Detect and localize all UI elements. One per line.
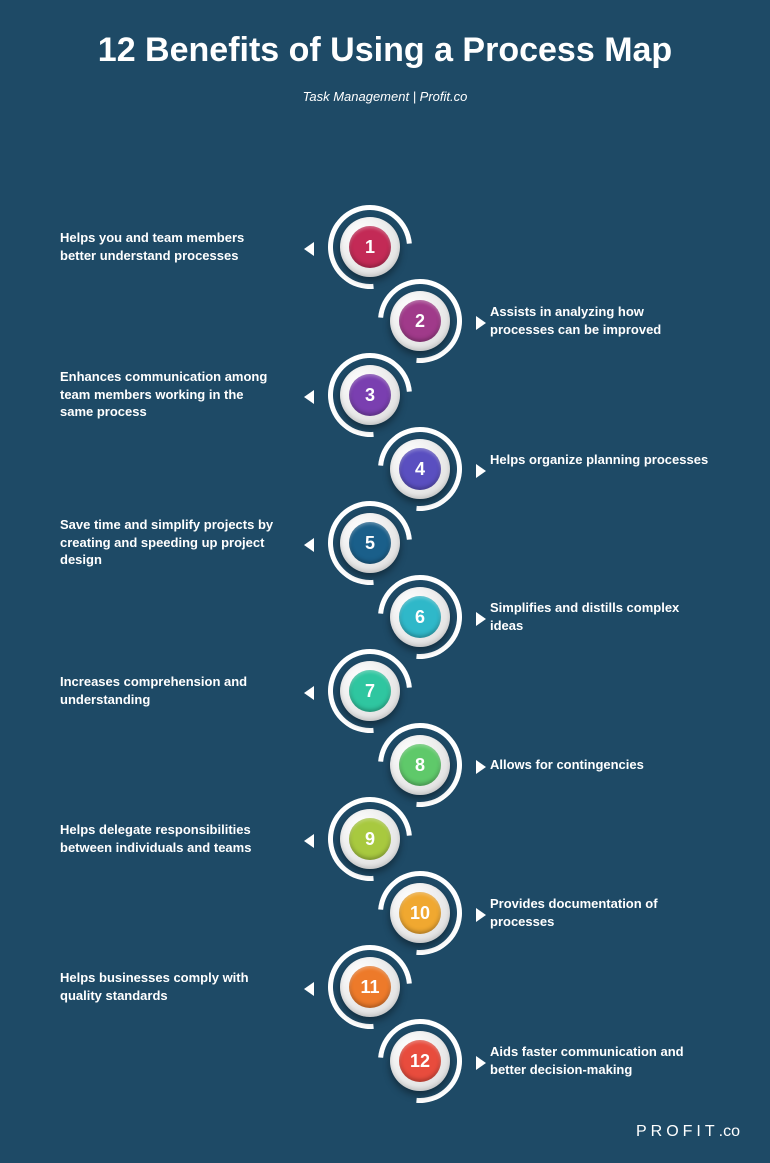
triangle-right-icon	[476, 1056, 486, 1070]
number-circle: 2	[390, 291, 450, 351]
number-circle: 9	[340, 809, 400, 869]
number-badge: 7	[349, 670, 391, 712]
triangle-right-icon	[476, 760, 486, 774]
benefit-label: Helps organize planning processes	[490, 451, 710, 469]
benefit-node: 2 Assists in analyzing how processes can …	[0, 284, 770, 358]
number-badge: 1	[349, 226, 391, 268]
page-subtitle: Task Management | Profit.co	[0, 89, 770, 104]
benefit-node: 10 Provides documentation of processes	[0, 876, 770, 950]
triangle-left-icon	[304, 834, 314, 848]
benefit-label: Allows for contingencies	[490, 756, 710, 774]
number-badge: 5	[349, 522, 391, 564]
number-circle: 12	[390, 1031, 450, 1091]
benefit-label: Aids faster communication and better dec…	[490, 1043, 710, 1078]
benefit-label: Provides documentation of processes	[490, 895, 710, 930]
triangle-right-icon	[476, 464, 486, 478]
benefit-node: 12 Aids faster communication and better d…	[0, 1024, 770, 1098]
number-circle: 8	[390, 735, 450, 795]
number-badge: 8	[399, 744, 441, 786]
number-circle: 4	[390, 439, 450, 499]
benefit-node: 4 Helps organize planning processes	[0, 432, 770, 506]
number-badge: 10	[399, 892, 441, 934]
page-title: 12 Benefits of Using a Process Map	[0, 0, 770, 71]
benefit-label: Simplifies and distills complex ideas	[490, 599, 710, 634]
number-badge: 2	[399, 300, 441, 342]
triangle-right-icon	[476, 612, 486, 626]
triangle-right-icon	[476, 316, 486, 330]
number-circle: 3	[340, 365, 400, 425]
benefit-label: Increases comprehension and understandin…	[60, 673, 280, 708]
benefit-label: Helps delegate responsibilities between …	[60, 821, 280, 856]
number-badge: 11	[349, 966, 391, 1008]
number-circle: 5	[340, 513, 400, 573]
benefit-label: Enhances communication among team member…	[60, 368, 280, 421]
benefit-node: 1 Helps you and team members better under…	[0, 210, 770, 284]
number-circle: 7	[340, 661, 400, 721]
triangle-left-icon	[304, 538, 314, 552]
triangle-left-icon	[304, 686, 314, 700]
benefit-node: 11 Helps businesses comply with quality s…	[0, 950, 770, 1024]
triangle-left-icon	[304, 390, 314, 404]
benefit-label: Helps you and team members better unders…	[60, 229, 280, 264]
benefit-node: 8 Allows for contingencies	[0, 728, 770, 802]
triangle-right-icon	[476, 908, 486, 922]
number-circle: 6	[390, 587, 450, 647]
number-badge: 9	[349, 818, 391, 860]
number-badge: 12	[399, 1040, 441, 1082]
footer-brand: PROFIT	[636, 1123, 719, 1140]
number-badge: 3	[349, 374, 391, 416]
footer-suffix: .co	[719, 1123, 740, 1140]
benefit-label: Save time and simplify projects by creat…	[60, 516, 280, 569]
benefit-label: Assists in analyzing how processes can b…	[490, 303, 710, 338]
number-circle: 10	[390, 883, 450, 943]
triangle-left-icon	[304, 242, 314, 256]
number-circle: 1	[340, 217, 400, 277]
number-badge: 4	[399, 448, 441, 490]
benefit-node: 6 Simplifies and distills complex ideas	[0, 580, 770, 654]
benefit-node: 3 Enhances communication among team membe…	[0, 358, 770, 432]
number-circle: 11	[340, 957, 400, 1017]
benefit-node: 7 Increases comprehension and understandi…	[0, 654, 770, 728]
benefit-node: 9 Helps delegate responsibilities between…	[0, 802, 770, 876]
footer-logo: PROFIT.co	[636, 1123, 740, 1141]
triangle-left-icon	[304, 982, 314, 996]
number-badge: 6	[399, 596, 441, 638]
benefit-label: Helps businesses comply with quality sta…	[60, 969, 280, 1004]
benefit-node: 5 Save time and simplify projects by crea…	[0, 506, 770, 580]
